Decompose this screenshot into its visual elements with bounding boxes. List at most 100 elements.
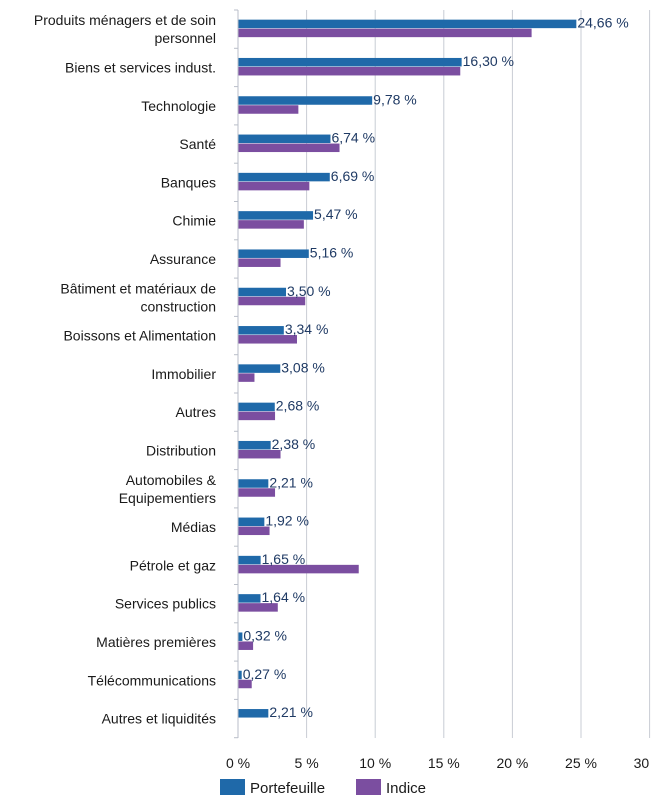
category-label: Biens et services indust. bbox=[65, 59, 216, 75]
category-label: Bâtiment et matériaux de construction bbox=[60, 280, 216, 314]
value-label: 0,27 % bbox=[243, 666, 287, 682]
legend: Portefeuille Indice bbox=[220, 779, 426, 797]
value-label: 2,68 % bbox=[276, 398, 320, 414]
value-label: 3,08 % bbox=[281, 359, 325, 375]
category-label: Chimie bbox=[172, 213, 216, 229]
bar-indice bbox=[238, 296, 306, 306]
category-label: Médias bbox=[171, 519, 216, 535]
category-label: Produits ménagers et de soin personnel bbox=[34, 12, 216, 46]
value-label: 24,66 % bbox=[577, 15, 628, 31]
bar-portefeuille bbox=[238, 326, 284, 335]
bar-portefeuille bbox=[238, 172, 330, 182]
category-labels: Produits ménagers et de soin personnel Bie… bbox=[34, 12, 217, 726]
bar-indice bbox=[238, 488, 276, 497]
legend-swatch bbox=[220, 779, 245, 795]
x-tick-label: 10 % bbox=[359, 755, 391, 771]
category-label: Autres bbox=[176, 404, 216, 420]
category-label: Boissons et Alimentation bbox=[63, 328, 216, 344]
x-tick-labels: 0 % 5 % 10 % 15 % 20 % 25 % 30 % bbox=[226, 755, 652, 771]
x-tick-label: 20 % bbox=[496, 755, 528, 771]
category-label: Banques bbox=[161, 174, 216, 190]
value-label: 3,34 % bbox=[285, 321, 329, 337]
bar-indice bbox=[238, 679, 252, 689]
bar-portefeuille bbox=[238, 670, 242, 680]
x-tick-label: 15 % bbox=[428, 755, 460, 771]
category-label: Automobiles & Equipementiers bbox=[119, 472, 217, 506]
bar-indice bbox=[238, 411, 276, 421]
bar-indice bbox=[238, 449, 281, 459]
category-label: Immobilier bbox=[151, 366, 216, 382]
bars bbox=[238, 19, 577, 718]
value-label: 1,92 % bbox=[265, 513, 309, 529]
category-label-line: Bâtiment et matériaux de bbox=[60, 280, 216, 296]
x-tick-label: 0 % bbox=[226, 755, 250, 771]
value-label: 5,47 % bbox=[314, 206, 358, 222]
bar-indice bbox=[238, 335, 297, 344]
value-label: 2,38 % bbox=[272, 436, 316, 452]
bar-portefeuille bbox=[238, 57, 462, 67]
category-label-line: personnel bbox=[155, 30, 217, 46]
category-label-line: Produits ménagers et de soin bbox=[34, 12, 216, 28]
bar-indice bbox=[238, 641, 254, 650]
bar-portefeuille bbox=[238, 517, 265, 527]
bar-portefeuille bbox=[238, 96, 373, 105]
value-label: 5,16 % bbox=[310, 244, 354, 260]
category-label-line: Automobiles & bbox=[126, 472, 217, 488]
bar-portefeuille bbox=[238, 249, 309, 258]
category-label: Services publics bbox=[115, 596, 216, 612]
category-label: Santé bbox=[179, 136, 216, 152]
gridlines bbox=[306, 10, 651, 738]
category-label: Matières premières bbox=[96, 634, 216, 650]
bar-indice bbox=[238, 564, 359, 574]
bar-portefeuille bbox=[238, 134, 331, 144]
category-label: Autres et liquidités bbox=[102, 711, 216, 727]
legend-label: Indice bbox=[386, 780, 426, 797]
value-label: 1,64 % bbox=[262, 589, 306, 605]
x-tick-label: 25 % bbox=[565, 755, 597, 771]
bar-portefeuille bbox=[238, 594, 261, 603]
value-label: 16,30 % bbox=[463, 53, 514, 69]
bar-portefeuille bbox=[238, 211, 314, 220]
value-label: 3,50 % bbox=[287, 283, 331, 299]
bar-portefeuille bbox=[238, 19, 577, 29]
bar-indice bbox=[238, 526, 270, 536]
bar-portefeuille bbox=[238, 440, 271, 450]
category-label: Distribution bbox=[146, 442, 216, 458]
bar-portefeuille bbox=[238, 287, 287, 297]
category-label: Télécommunications bbox=[88, 672, 216, 688]
bar-indice bbox=[238, 181, 310, 191]
value-label: 0,32 % bbox=[243, 627, 287, 643]
x-tick-label: 30 % bbox=[634, 755, 652, 771]
x-tick-label: 5 % bbox=[295, 755, 319, 771]
value-label: 6,69 % bbox=[331, 168, 375, 184]
category-label: Pétrole et gaz bbox=[130, 557, 216, 573]
bar-indice bbox=[238, 28, 532, 38]
value-label: 6,74 % bbox=[331, 130, 375, 146]
bar-indice bbox=[238, 143, 340, 153]
category-label-line: construction bbox=[141, 298, 216, 314]
bar-portefeuille bbox=[238, 402, 275, 412]
category-label: Technologie bbox=[141, 98, 216, 114]
bar-indice bbox=[238, 373, 255, 382]
value-labels: 24,66 % 16,30 % 9,78 % 6,74 % 6,69 % 5,47 % 5,… bbox=[243, 15, 629, 720]
bar-portefeuille bbox=[238, 709, 269, 718]
value-label: 1,65 % bbox=[262, 551, 306, 567]
bar-portefeuille bbox=[238, 555, 261, 565]
bar-indice bbox=[238, 258, 281, 267]
bar-indice bbox=[238, 603, 278, 612]
legend-swatch bbox=[356, 779, 381, 795]
value-label: 2,21 % bbox=[269, 474, 313, 490]
legend-label: Portefeuille bbox=[250, 780, 325, 797]
y-axis bbox=[234, 9, 239, 739]
bar-indice bbox=[238, 66, 461, 76]
bar-portefeuille bbox=[238, 479, 269, 488]
value-label: 2,21 % bbox=[269, 704, 313, 720]
bar-portefeuille bbox=[238, 364, 281, 373]
bar-portefeuille bbox=[238, 632, 243, 641]
bar-indice bbox=[238, 105, 299, 114]
bar-indice bbox=[238, 220, 304, 229]
value-label: 9,78 % bbox=[373, 91, 417, 107]
category-label-line: Equipementiers bbox=[119, 490, 216, 506]
category-label: Assurance bbox=[150, 251, 216, 267]
